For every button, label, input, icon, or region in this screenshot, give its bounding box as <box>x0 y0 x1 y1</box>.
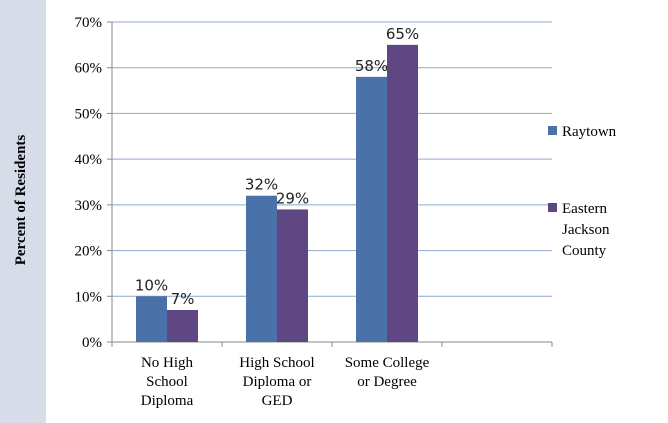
y-tick-label: 40% <box>75 152 103 168</box>
data-label: 7% <box>171 290 195 308</box>
data-label: 10% <box>135 276 168 294</box>
y-tick-label: 0% <box>82 335 102 351</box>
gridlines <box>112 21 552 297</box>
x-tick-label: Diploma <box>141 393 194 409</box>
x-tick-label: No High <box>141 355 194 371</box>
legend-label: County <box>562 243 607 259</box>
x-tick-label: Some College <box>345 355 430 371</box>
bar <box>136 296 167 342</box>
bar <box>387 44 418 342</box>
x-tick-label: or Degree <box>357 374 417 390</box>
legend-label: Raytown <box>562 124 617 140</box>
data-label: 32% <box>245 176 278 194</box>
y-axis-label-panel <box>0 0 46 423</box>
legend: Raytown Eastern Jackson County <box>548 124 617 259</box>
data-label: 58% <box>355 57 388 75</box>
legend-swatch <box>548 126 557 135</box>
data-label: 65% <box>386 25 419 43</box>
bar <box>167 310 198 342</box>
axes <box>107 21 553 347</box>
y-tick-label: 50% <box>75 106 103 122</box>
data-labels: 10%7% 32%29% 58% 65% <box>135 25 419 308</box>
legend-label: Eastern <box>562 201 607 217</box>
x-tick-label: GED <box>262 393 293 409</box>
data-label: 29% <box>276 189 309 207</box>
y-tick-label: 10% <box>75 289 103 305</box>
x-tick-labels: No High School Diploma High School Diploma o… <box>141 355 430 409</box>
bar <box>246 195 277 342</box>
legend-swatch <box>548 203 557 212</box>
x-tick-label: School <box>146 374 188 390</box>
bar <box>356 76 387 342</box>
legend-label: Jackson <box>562 222 610 238</box>
bars <box>136 44 418 342</box>
x-tick-label: High School <box>239 355 314 371</box>
y-tick-labels: 0% 10% 20% 30% 40% 50% 60% 70% <box>75 15 103 351</box>
y-tick-label: 70% <box>75 15 103 31</box>
y-tick-label: 30% <box>75 198 103 214</box>
y-tick-label: 20% <box>75 244 103 260</box>
bar <box>277 209 308 342</box>
x-tick-label: Diploma or <box>243 374 312 390</box>
y-tick-label: 60% <box>75 61 103 77</box>
y-axis-title: Percent of Residents <box>13 135 29 266</box>
